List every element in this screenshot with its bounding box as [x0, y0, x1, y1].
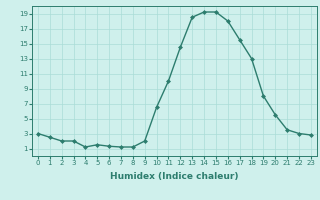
X-axis label: Humidex (Indice chaleur): Humidex (Indice chaleur)	[110, 172, 239, 181]
